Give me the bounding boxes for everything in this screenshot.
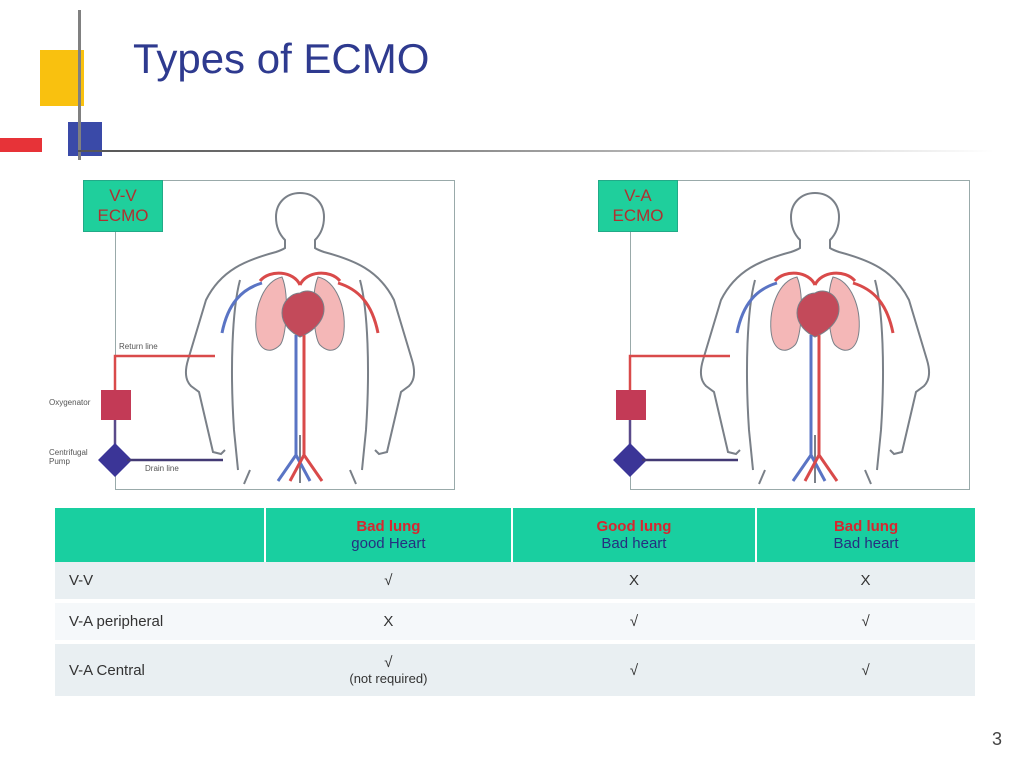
table-header-row: Bad lunggood HeartGood lungBad heartBad …	[55, 508, 975, 562]
row-label: V-A Central	[55, 642, 265, 698]
ecmo-circuit	[564, 330, 744, 490]
table-header-cell: Bad lungBad heart	[756, 508, 975, 562]
header-line2: Bad heart	[834, 535, 899, 552]
diagram-panel: V-VECMO Return line O	[55, 175, 460, 505]
table-cell: X	[512, 562, 756, 601]
deco-red	[0, 138, 42, 152]
table-cell: X	[265, 601, 512, 642]
diagram-row: V-VECMO Return line O	[55, 175, 975, 505]
oxygenator-label: Oxygenator	[49, 398, 90, 407]
header-line1: Good lung	[596, 518, 671, 535]
comparison-table: Bad lunggood HeartGood lungBad heartBad …	[55, 508, 975, 700]
table-cell: √	[756, 601, 975, 642]
cell-value: X	[629, 572, 639, 589]
table-header-cell	[55, 508, 265, 562]
row-label: V-A peripheral	[55, 601, 265, 642]
cell-value: √	[861, 662, 869, 679]
row-label: V-V	[55, 562, 265, 601]
cell-value: √	[630, 662, 638, 679]
table-row: V-V √ X X	[55, 562, 975, 601]
tag-text: V-AECMO	[613, 186, 664, 225]
title-region: Types of ECMO	[78, 10, 994, 170]
table-header-cell: Good lungBad heart	[512, 508, 756, 562]
table-row: V-A Central√(not required)√√	[55, 642, 975, 698]
pump-label: Centrifugal Pump	[49, 448, 88, 466]
header-line2: good Heart	[351, 535, 425, 552]
table-cell: √	[512, 642, 756, 698]
cell-value: X	[383, 613, 393, 630]
table-cell: √	[265, 562, 512, 601]
drain-line-label: Drain line	[145, 464, 179, 473]
cell-value: √	[384, 572, 392, 589]
table-cell: √(not required)	[265, 642, 512, 698]
cell-subtext: (not required)	[279, 671, 498, 686]
cell-value: √	[384, 654, 392, 671]
page-title: Types of ECMO	[133, 35, 429, 83]
page-number: 3	[992, 729, 1002, 750]
cell-value: √	[861, 613, 869, 630]
title-rule	[78, 150, 994, 152]
header-line1: Bad lung	[834, 518, 898, 535]
diagram-panel: V-AECMO	[570, 175, 975, 505]
ecmo-circuit: Return line Oxygenator Centrifugal Pump …	[49, 330, 229, 490]
tag-text: V-VECMO	[98, 186, 149, 225]
table-cell: √	[512, 601, 756, 642]
return-line-label: Return line	[119, 342, 158, 351]
table-row: V-A peripheral X √ √	[55, 601, 975, 642]
table-cell: X	[756, 562, 975, 601]
header-line1: Bad lung	[356, 518, 420, 535]
header-line2: Bad heart	[601, 535, 666, 552]
table-header-cell: Bad lunggood Heart	[265, 508, 512, 562]
cell-value: X	[861, 572, 871, 589]
cell-value: √	[630, 613, 638, 630]
table-cell: √	[756, 642, 975, 698]
